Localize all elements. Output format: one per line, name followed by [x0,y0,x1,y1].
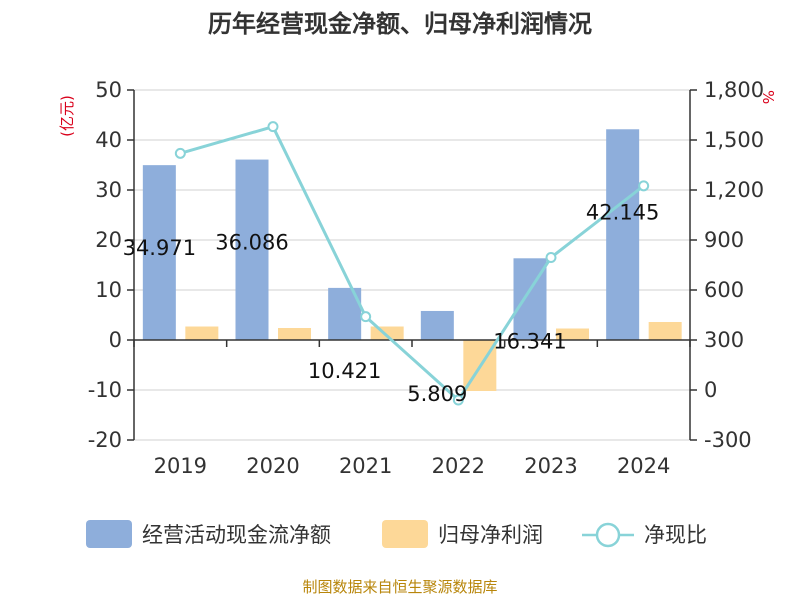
data-labels: 34.971 36.086 10.421 5.809 16.341 42.145 [123,200,660,406]
bar-profit [278,328,311,340]
ratio-point [638,180,650,192]
chart-title: 历年经营现金净额、归母净利润情况 [208,10,592,38]
right-tick-label: 300 [704,328,744,352]
left-tick-label: 0 [109,328,122,352]
legend-label-profit: 归母净利润 [438,523,543,547]
left-tick-label: -20 [88,428,122,452]
legend: 经营活动现金流净额 归母净利润 净现比 [86,520,707,548]
left-axis-unit: (亿元) [58,95,76,137]
ratio-point [267,121,279,133]
data-label-cashflow: 42.145 [586,200,659,224]
data-label-cashflow: 5.809 [407,382,467,406]
right-tick-label: 600 [704,278,744,302]
right-tick-label: 900 [704,228,744,252]
left-tick-label: 10 [95,278,122,302]
data-label-cashflow: 34.971 [123,236,196,260]
left-tick-label: 40 [95,128,122,152]
x-tick-label: 2024 [617,454,670,478]
legend-swatch-cashflow [86,520,132,548]
legend-label-cashflow: 经营活动现金流净额 [142,523,331,547]
ratio-line-path [179,124,645,403]
x-tick-label: 2021 [339,454,392,478]
bar-profit [556,328,589,340]
data-label-cashflow: 10.421 [308,359,381,383]
right-tick-label: 1,200 [704,178,764,202]
bar-cashflow [142,165,176,340]
legend-swatch-profit [382,520,428,548]
x-tick-label: 2022 [432,454,485,478]
data-label-cashflow: 36.086 [215,231,288,255]
ratio-point [360,311,372,323]
ratio-point [174,147,186,159]
x-tick-label: 2019 [154,454,207,478]
bar-cashflow [235,159,269,340]
x-tick-label: 2020 [246,454,299,478]
left-tick-label: 20 [95,228,122,252]
bar-cashflow [606,129,640,340]
left-tick-label: 50 [95,78,122,102]
bar-profit [648,322,682,340]
right-tick-label: 0 [704,378,717,402]
bar-profit [185,326,219,340]
ratio-point [545,252,557,263]
right-axis-unit: % [759,90,777,104]
left-tick-label: 30 [95,178,122,202]
ratio-point [452,394,464,406]
source-note: 制图数据来自恒生聚源数据库 [302,578,497,596]
data-label-cashflow: 16.341 [493,329,566,353]
axes [127,89,697,441]
bars [142,129,682,391]
legend-label-ratio: 净现比 [644,523,707,547]
right-tick-label: 1,500 [704,128,764,152]
left-tick-label: -10 [88,378,122,402]
right-tick-label: -300 [704,428,752,452]
gridlines [134,89,690,441]
x-tick-label: 2023 [524,454,577,478]
legend-marker-ratio [595,522,621,548]
ratio-line [174,121,650,406]
bar-cashflow [420,310,454,340]
right-tick-label: 1,800 [704,78,764,102]
tick-labels: 50 40 30 20 10 0 -10 -20 1,800 1,500 1,200 900 600 30… [88,78,764,478]
